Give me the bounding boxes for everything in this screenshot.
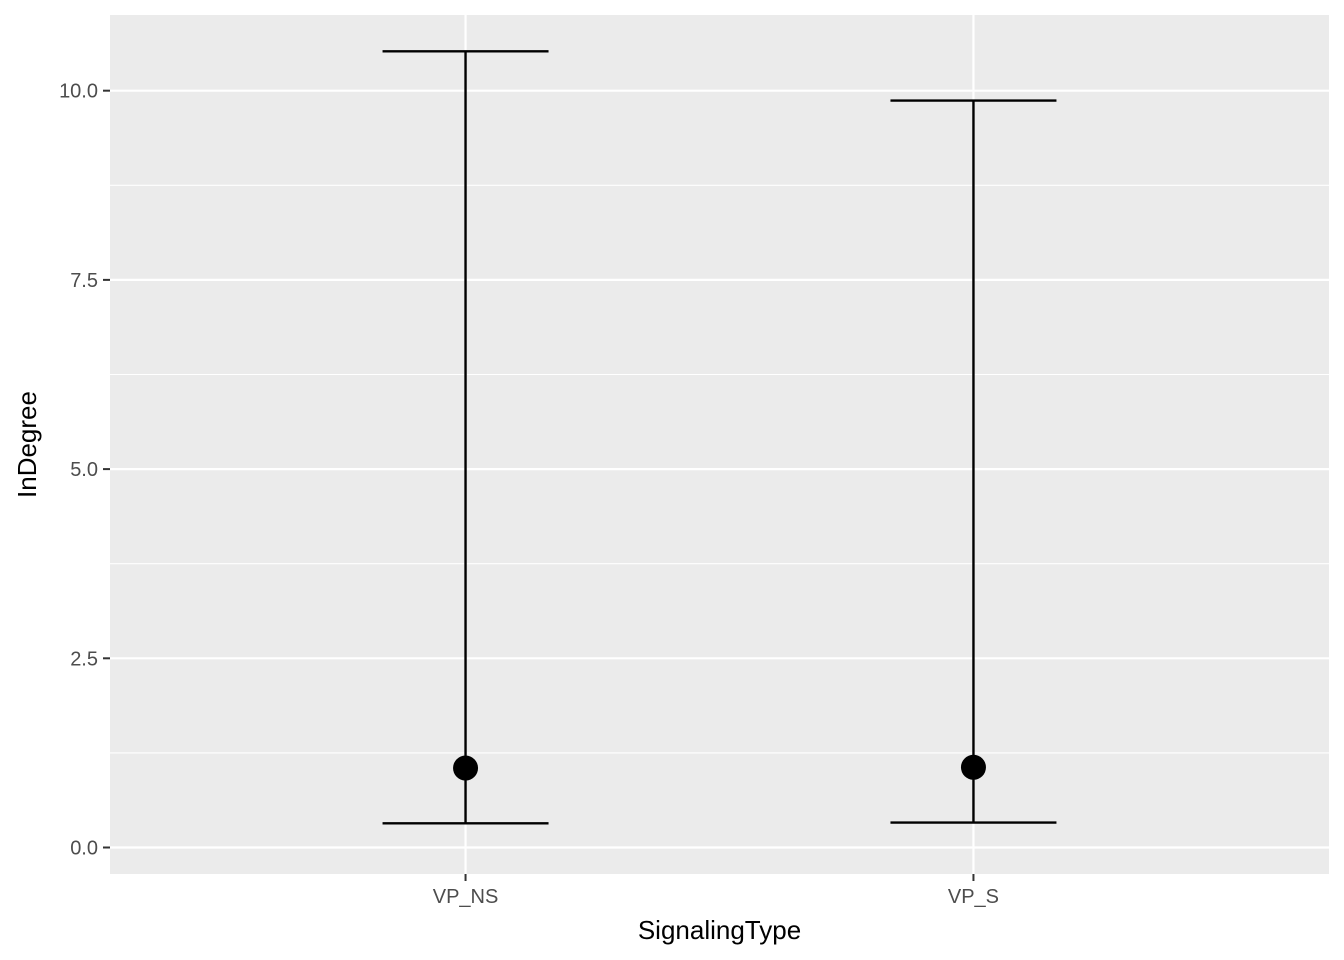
y-tick-label: 0.0: [70, 838, 98, 860]
errorbar-VP_S: [890, 99, 1057, 824]
y-tick-label: 2.5: [70, 648, 98, 670]
y-tick-label: 5.0: [70, 459, 98, 481]
plot-panel: [110, 15, 1329, 874]
x-axis-title: SignalingType: [638, 915, 801, 945]
y-tick-label: 7.5: [70, 270, 98, 292]
y-axis-title: InDegree: [12, 391, 42, 498]
x-tick-label: VP_S: [948, 886, 999, 908]
error-bars: [382, 50, 1057, 825]
x-tick-label: VP_NS: [433, 886, 499, 908]
errorbar-VP_NS: [382, 50, 549, 825]
data-point: [960, 754, 986, 780]
y-tick-label: 10.0: [59, 81, 98, 103]
axes: 0.0 2.5 5.0 7.5 10.0 VP_NS VP_S: [59, 81, 999, 908]
data-point: [453, 755, 479, 781]
